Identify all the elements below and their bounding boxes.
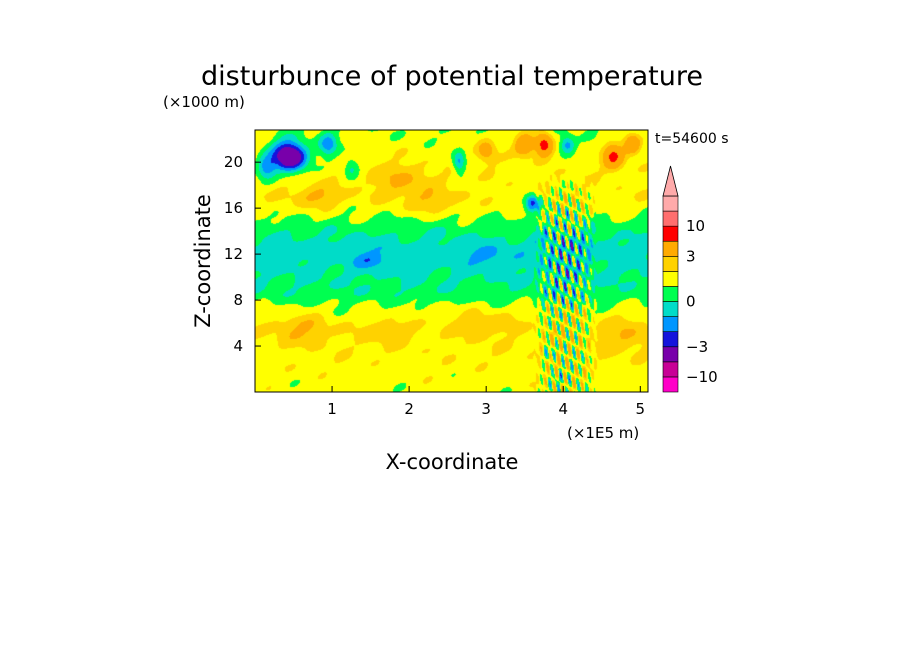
x-axis-label: X-coordinate [386,450,519,474]
colorbar-segment [662,240,679,257]
plot-area [254,129,649,393]
colorbar-segment [662,316,679,332]
colorbar-label: −10 [686,368,718,386]
colorbar-segment [662,376,679,393]
x-tick-label: 4 [558,400,568,418]
x-tick-label: 1 [327,400,337,418]
y-axis: 4 8 12 16 20 [224,153,261,355]
x-tick-label: 3 [481,400,491,418]
colorbar-segment [662,331,679,348]
colorbar-segment [662,361,679,378]
colorbar-segment [662,301,679,317]
colorbar-segment [662,346,679,363]
colorbar-segment [662,210,679,227]
y-tick-label: 16 [224,199,243,217]
y-tick-label: 4 [233,337,243,355]
y-tick-label: 20 [224,153,243,171]
colorbar-label: 10 [686,217,705,235]
y-tick-label: 8 [233,291,243,309]
y-axis-label: Z-coordinate [191,194,215,328]
colorbar-segment [662,195,679,212]
time-label: t=54600 s [655,131,729,147]
colorbar: 10 3 0 −3 −10 [662,165,718,393]
x-unit-label: (×1E5 m) [567,424,639,442]
colorbar-segment [662,225,679,242]
colorbar-label: 3 [686,247,696,265]
chart-title: disturbunce of potential temperature [201,61,703,92]
colorbar-segment [662,256,679,272]
plot-frame [254,129,649,393]
x-tick-label: 5 [636,400,646,418]
colorbar-extension [662,165,679,197]
contour-field [255,130,648,392]
colorbar-label: −3 [686,338,708,356]
colorbar-label: 0 [686,293,696,311]
x-tick-label: 2 [404,400,414,418]
colorbar-segment [662,286,679,302]
x-axis: 1 2 3 4 5 [327,386,645,418]
colorbar-segment [662,271,679,287]
y-tick-label: 12 [224,245,243,263]
y-unit-label: (×1000 m) [163,93,245,111]
